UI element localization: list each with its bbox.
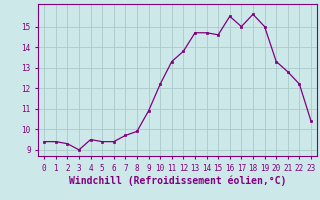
X-axis label: Windchill (Refroidissement éolien,°C): Windchill (Refroidissement éolien,°C) (69, 175, 286, 186)
